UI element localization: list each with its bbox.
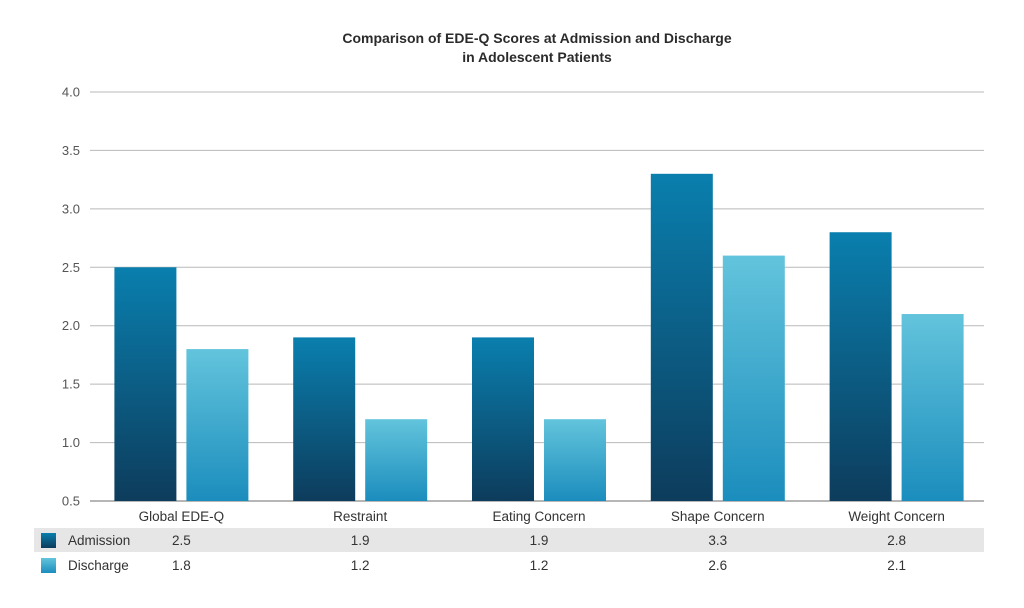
table-cell-value: 2.8: [887, 533, 906, 548]
table-cell-value: 1.9: [351, 533, 370, 548]
chart-title-line-1: Comparison of EDE-Q Scores at Admission …: [342, 30, 731, 46]
y-tick-label: 3.5: [62, 143, 80, 158]
legend-swatch-discharge: [41, 558, 56, 573]
table-cell-value: 1.2: [351, 558, 370, 573]
bar-discharge-weight-concern: [901, 314, 964, 501]
y-tick-label: 1.5: [62, 377, 80, 392]
table-cell-value: 2.6: [708, 558, 727, 573]
y-tick-label: 2.5: [62, 260, 80, 275]
bar-admission-restraint: [293, 337, 356, 501]
bar-admission-weight-concern: [829, 232, 892, 501]
bar-discharge-shape-concern: [722, 255, 785, 501]
y-tick-label: 2.0: [62, 318, 80, 333]
x-category-label: Restraint: [333, 509, 387, 524]
table-cell-value: 1.9: [530, 533, 549, 548]
x-category-label: Shape Concern: [671, 509, 765, 524]
legend-swatch-admission: [41, 533, 56, 548]
legend-label-discharge: Discharge: [68, 558, 129, 573]
y-tick-label: 4.0: [62, 85, 80, 100]
bar-admission-shape-concern: [650, 173, 713, 502]
table-cell-value: 2.5: [172, 533, 191, 548]
chart-title-line-2: in Adolescent Patients: [462, 49, 612, 65]
table-cell-value: 1.2: [530, 558, 549, 573]
bar-discharge-restraint: [365, 419, 428, 501]
legend-label-admission: Admission: [68, 533, 130, 548]
bar-discharge-global-ede-q: [186, 349, 249, 501]
y-tick-label: 1.0: [62, 435, 80, 450]
bar-discharge-eating-concern: [544, 419, 606, 501]
table-cell-value: 3.3: [708, 533, 727, 548]
y-tick-label: 0.5: [62, 494, 80, 509]
x-category-label: Eating Concern: [492, 509, 585, 524]
x-category-label: Global EDE-Q: [139, 509, 225, 524]
table-cell-value: 2.1: [887, 558, 906, 573]
bar-admission-global-ede-q: [114, 267, 177, 501]
y-tick-label: 3.0: [62, 201, 80, 216]
table-cell-value: 1.8: [172, 558, 191, 573]
table-row-shading: [34, 528, 984, 552]
x-category-label: Weight Concern: [848, 509, 945, 524]
bar-admission-eating-concern: [472, 337, 534, 501]
